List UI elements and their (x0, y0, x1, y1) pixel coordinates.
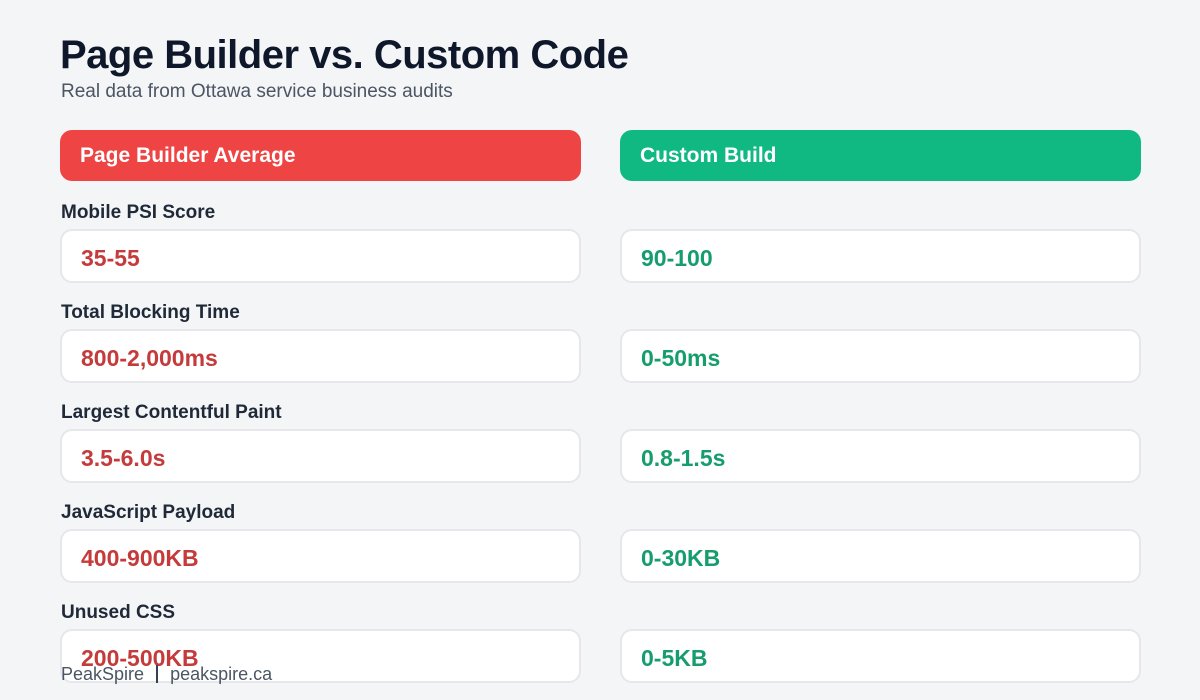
custom-value-javascript-payload: 0-30KB (620, 529, 1141, 583)
page-title: Page Builder vs. Custom Code (60, 33, 629, 77)
page-builder-column-header: Page Builder Average (60, 130, 581, 181)
page-subtitle: Real data from Ottawa service business a… (61, 81, 453, 102)
page-builder-value-unused-css: 200-500KB (60, 629, 581, 683)
metric-label-javascript-payload: JavaScript Payload (61, 502, 236, 523)
footer: PeakSpire peakspire.ca (61, 662, 272, 686)
metric-label-mobile-psi: Mobile PSI Score (61, 202, 216, 223)
footer-separator (156, 665, 159, 683)
page-builder-value-javascript-payload: 400-900KB (60, 529, 581, 583)
custom-value-unused-css: 0-5KB (620, 629, 1141, 683)
page-builder-value-total-blocking-time: 800-2,000ms (60, 329, 581, 383)
page-builder-value-mobile-psi: 35-55 (60, 229, 581, 283)
metric-label-lcp: Largest Contentful Paint (61, 402, 282, 423)
page-builder-value-lcp: 3.5-6.0s (60, 429, 581, 483)
metric-label-total-blocking-time: Total Blocking Time (61, 302, 240, 323)
custom-value-total-blocking-time: 0-50ms (620, 329, 1141, 383)
metric-label-unused-css: Unused CSS (61, 602, 176, 623)
custom-value-mobile-psi: 90-100 (620, 229, 1141, 283)
footer-url: peakspire.ca (170, 664, 273, 684)
footer-brand: PeakSpire (61, 664, 145, 684)
custom-value-lcp: 0.8-1.5s (620, 429, 1141, 483)
custom-build-column-header: Custom Build (620, 130, 1141, 181)
